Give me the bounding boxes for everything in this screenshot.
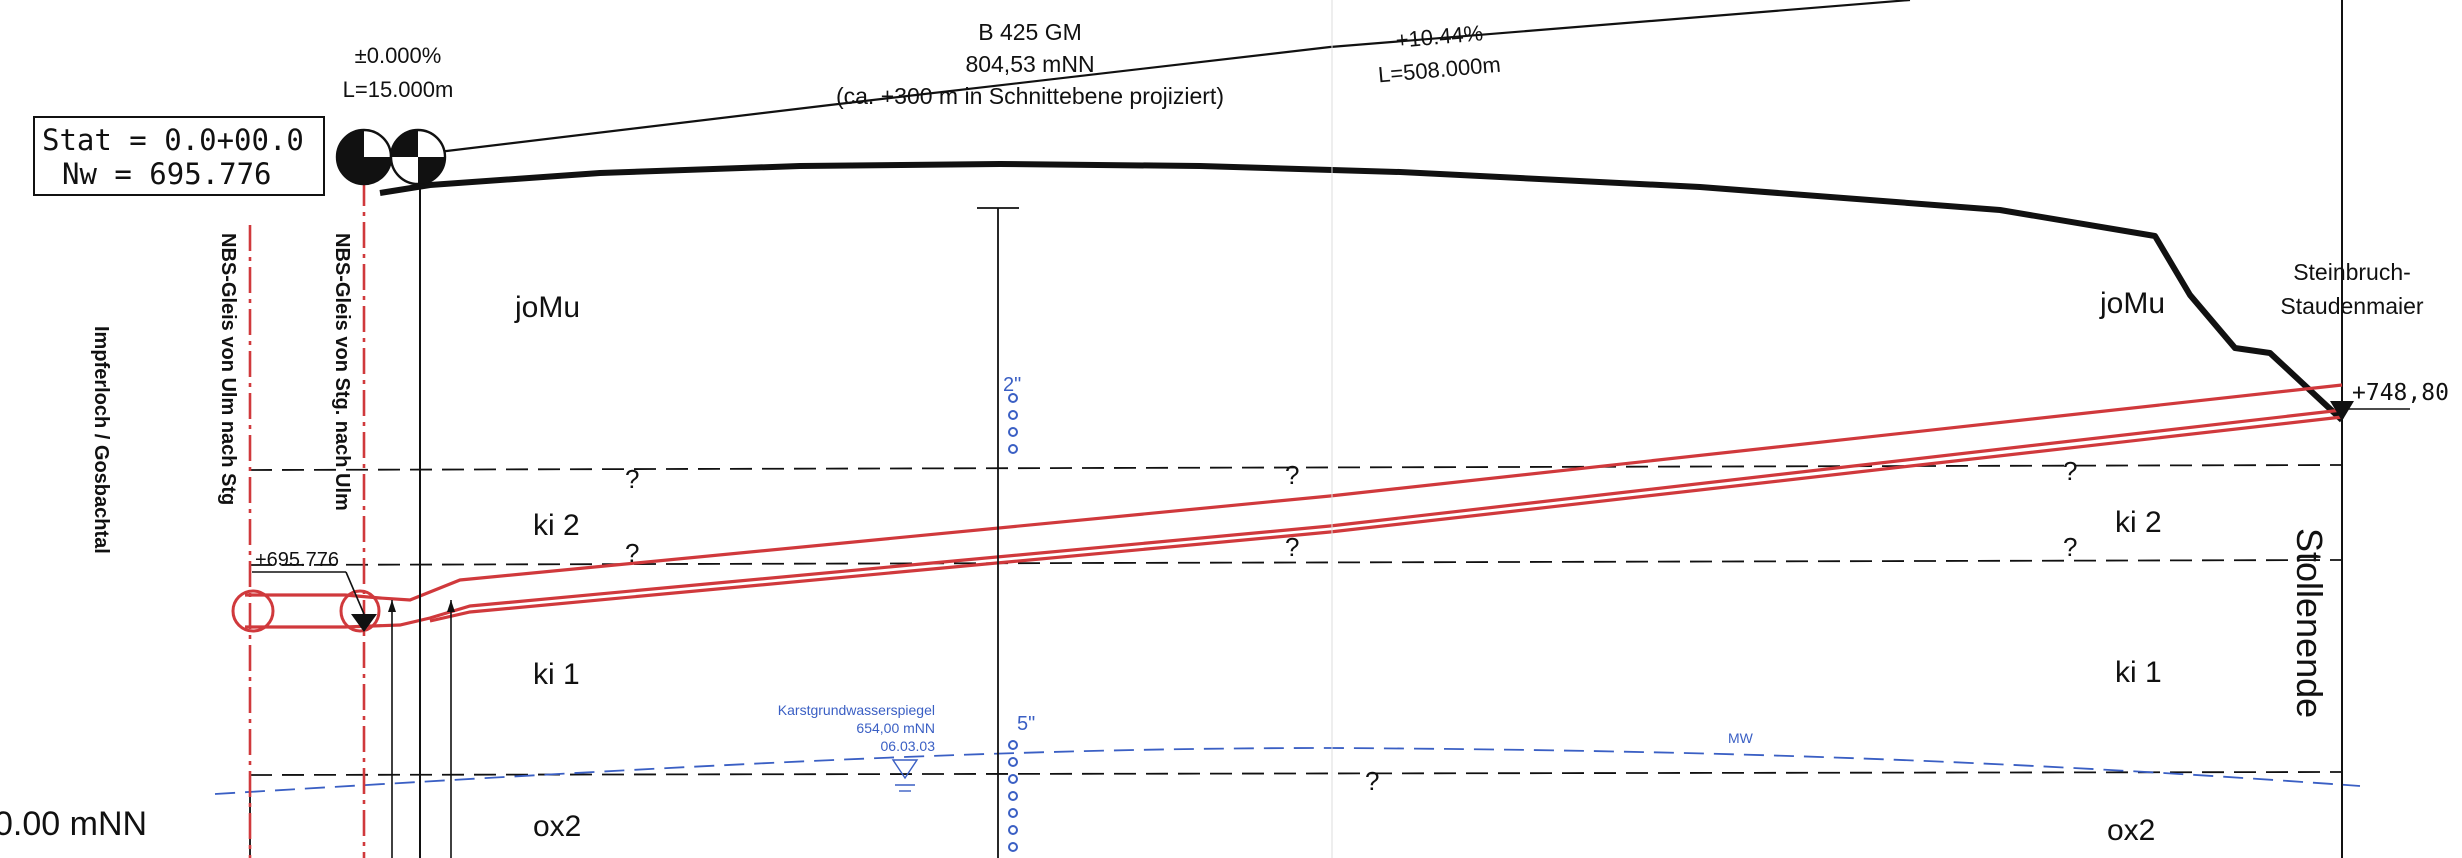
boundary-ki2-ki1: [249, 559, 2343, 566]
arrow-up-2: [447, 600, 455, 612]
uncertain-mark: ?: [2063, 532, 2077, 562]
tunnel-portal-right: [339, 589, 381, 633]
geology-ki2-right: ki 2: [2115, 506, 2162, 539]
uncertain-mark: ?: [1285, 460, 1299, 490]
uncertain-mark: ?: [2063, 456, 2077, 486]
tunnel-portal-left: [231, 589, 275, 633]
road-elevation: 804,53 mNN: [965, 51, 1094, 77]
borehole-upper: [1008, 393, 1018, 454]
groundwater-title: Karstgrundwasserspiegel: [778, 702, 935, 718]
tunnel-end-label: Stollenende: [2289, 528, 2330, 718]
groundwater-mean-label: MW: [1728, 730, 1754, 746]
right-end-marker: [2330, 401, 2354, 421]
right-end-elevation: +748,80: [2352, 380, 2449, 406]
groundwater-mean-line: [214, 747, 2361, 795]
geology-joMu-right: joMu: [2099, 287, 2165, 320]
road-note: (ca. +300 m in Schnittebene projiziert): [836, 83, 1224, 109]
gradient-symbol-left: [335, 128, 393, 186]
groundwater-level: 654,00 mNN: [856, 720, 935, 736]
right-grade-label: +10.44%: [1395, 20, 1484, 53]
geology-ki2-left: ki 2: [533, 509, 580, 542]
station-value: Stat = 0.0+00.0: [42, 123, 304, 157]
borehole-lower: [1008, 740, 1018, 852]
track-label-stg-ulm: NBS-Gleis von Stg. nach Ulm: [331, 233, 353, 511]
geology-ox2-right: ox2: [2107, 814, 2155, 847]
geology-joMu-left: joMu: [514, 291, 580, 324]
uncertain-mark: ?: [625, 464, 639, 494]
elevation-value: Nw = 695.776: [62, 157, 272, 191]
borehole-upper-diameter: 2": [1003, 374, 1021, 396]
uncertain-mark: ?: [1285, 532, 1299, 562]
borehole-lower-diameter: 5": [1017, 713, 1035, 735]
groundwater-symbol: [891, 759, 919, 792]
left-grade-label: ±0.000%: [355, 43, 442, 68]
boundary-joMu-ki2: [249, 464, 2343, 471]
geology-ki1-right: ki 1: [2115, 656, 2162, 689]
station-box: [33, 116, 325, 196]
boundary-ki1-ox2: [249, 771, 2343, 776]
left-length-label: L=15.000m: [343, 77, 454, 102]
geology-ki1-left: ki 1: [533, 658, 580, 691]
quarry-label-line1: Steinbruch-: [2293, 259, 2411, 285]
groundwater-date: 06.03.03: [881, 738, 936, 754]
uncertain-mark: ?: [625, 538, 639, 568]
left-start-leader: [345, 571, 365, 615]
geology-ox2-left: ox2: [533, 810, 581, 843]
uncertain-mark: ?: [1365, 766, 1379, 796]
arrow-up-1: [388, 600, 396, 612]
terrain-surface-line: [379, 161, 2345, 423]
right-length-label: L=508.000m: [1377, 52, 1502, 88]
quarry-label-line2: Staudenmaier: [2280, 293, 2424, 319]
tunnel-profile: [245, 383, 2343, 629]
track-label-ulm-stg: NBS-Gleis von Ulm nach Stg: [217, 233, 239, 505]
left-start-marker: [351, 614, 377, 632]
gradient-symbol-right: [389, 128, 447, 186]
datum-label: 0.00 mNN: [0, 805, 147, 843]
valley-label: Impferloch / Gosbachtal: [90, 326, 112, 554]
gradient-line: [429, 0, 1911, 155]
road-name: B 425 GM: [978, 19, 1082, 45]
left-start-elevation: +695.776: [255, 549, 339, 571]
